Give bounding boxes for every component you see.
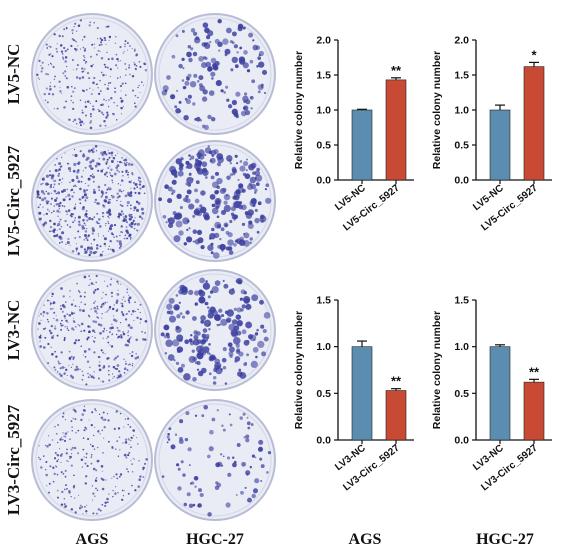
bar (523, 381, 545, 441)
y-tick-label: 0.5 (454, 388, 469, 400)
y-tick-label: 1.0 (454, 341, 469, 353)
y-tick-label: 1.5 (454, 70, 469, 82)
significance-label: ** (391, 63, 402, 78)
colony-plate (31, 140, 153, 262)
col-label-ags-plates: AGS (75, 531, 109, 548)
y-axis-label: Relative colony number (293, 51, 305, 169)
y-axis-label: Relative colony number (293, 311, 305, 429)
colony-plate (154, 399, 276, 521)
y-tick-label: 0.0 (454, 175, 469, 187)
bar (489, 346, 511, 441)
colony-plate (154, 269, 276, 391)
colony-plate (154, 140, 276, 262)
y-tick-label: 1.0 (454, 105, 469, 117)
chart-axes: 0.0 0.5 1.0 1.5 Relative colony number (293, 295, 414, 447)
colony-plate (31, 269, 153, 391)
significance-label: ** (529, 364, 540, 379)
y-tick-label: 0.0 (454, 435, 469, 447)
y-tick-label: 1.5 (454, 295, 469, 307)
significance-label: * (531, 47, 537, 62)
colony-plate (31, 399, 153, 521)
y-tick-label: 1.5 (316, 70, 331, 82)
bar (351, 109, 373, 181)
y-tick-label: 1.5 (316, 295, 331, 307)
y-tick-label: 0.5 (316, 388, 331, 400)
y-tick-label: 0.5 (316, 140, 331, 152)
y-tick-label: 0.5 (454, 140, 469, 152)
y-tick-label: 0.0 (316, 435, 331, 447)
y-tick-label: 0.0 (316, 175, 331, 187)
y-axis-label: Relative colony number (431, 51, 443, 169)
colony-plate (154, 13, 276, 135)
col-label-hgc27-plates: HGC-27 (186, 531, 244, 548)
y-tick-label: 2.0 (316, 35, 331, 47)
y-axis-label: Relative colony number (431, 311, 443, 429)
chart-axes: 0.0 0.5 1.0 1.5 2.0 Relative colony number (431, 35, 552, 187)
chart-axes: 0.0 0.5 1.0 1.5 Relative colony number (431, 295, 552, 447)
y-tick-label: 1.0 (316, 105, 331, 117)
y-tick-label: 1.0 (316, 341, 331, 353)
bar (385, 390, 407, 441)
bar (385, 79, 407, 181)
y-tick-label: 2.0 (454, 35, 469, 47)
significance-label: ** (391, 374, 402, 389)
bar (489, 109, 511, 181)
colony-plate (31, 13, 153, 135)
col-label-ags-charts: AGS (348, 531, 382, 548)
col-label-hgc27-charts: HGC-27 (476, 531, 534, 548)
bar (523, 66, 545, 181)
bar (351, 346, 373, 441)
colony-plates-grid (31, 13, 276, 521)
